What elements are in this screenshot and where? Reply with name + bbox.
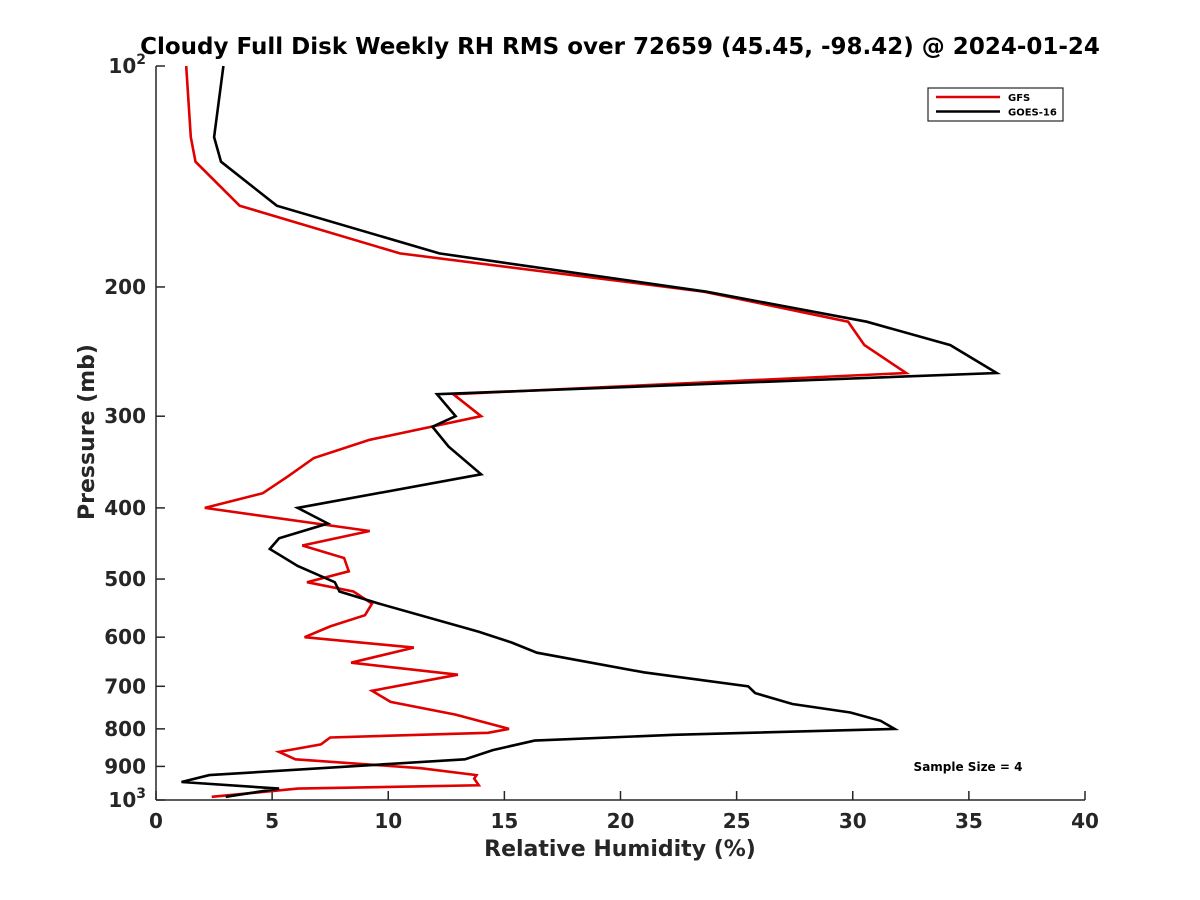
x-tick-label: 40 [1071, 809, 1099, 833]
chart-title: Cloudy Full Disk Weekly RH RMS over 7265… [140, 34, 1100, 60]
x-tick-label: 15 [490, 809, 518, 833]
x-tick-label: 30 [839, 809, 867, 833]
legend: GFS GOES-16 [927, 87, 1064, 122]
x-tick-label: 5 [265, 809, 279, 833]
series-line-gfs [184, 65, 911, 799]
y-tick-label: 800 [104, 717, 146, 741]
series-layer [181, 65, 1002, 799]
y-tick-label: 300 [104, 404, 146, 428]
x-tick-label: 35 [955, 809, 983, 833]
y-tick-label: 400 [104, 496, 146, 520]
legend-label: GFS [1008, 93, 1030, 104]
x-tick-label: 25 [723, 809, 751, 833]
y-tick-label: 103 [108, 786, 146, 812]
y-tick-label: 200 [104, 275, 146, 299]
legend-label: GOES-16 [1008, 108, 1057, 119]
y-tick-label: 900 [104, 754, 146, 778]
sample-size-annotation: Sample Size = 4 [914, 760, 1023, 774]
axes: 0 5 10 15 20 25 30 35 40 102 200 300 400 500 600 700 800… [104, 52, 1099, 833]
x-tick-label: 0 [149, 809, 163, 833]
y-tick-label: 102 [108, 52, 146, 78]
x-axis-label: Relative Humidity (%) [484, 837, 756, 862]
series-line-goes-16 [181, 65, 1002, 799]
x-tick-label: 20 [607, 809, 635, 833]
y-tick-label: 600 [104, 625, 146, 649]
y-axis-label: Pressure (mb) [75, 344, 100, 520]
y-tick-label: 700 [104, 674, 146, 698]
x-tick-label: 10 [374, 809, 402, 833]
legend-box [927, 87, 1064, 122]
y-tick-label: 500 [104, 567, 146, 591]
